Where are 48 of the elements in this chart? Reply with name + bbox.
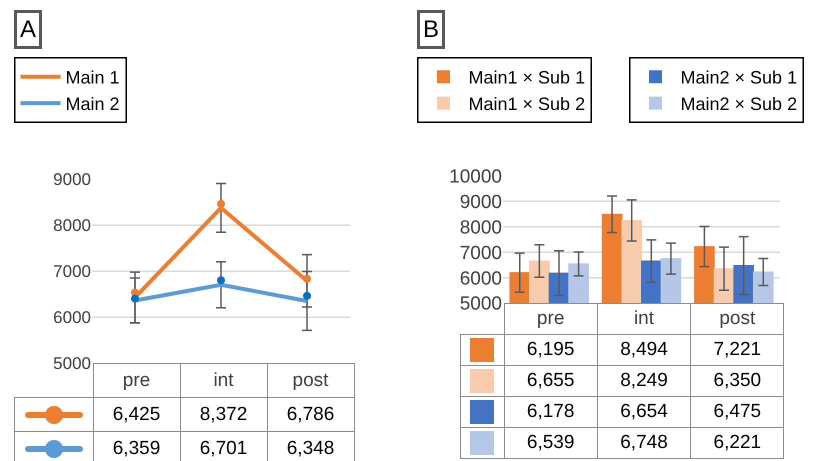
x-tick-label: int xyxy=(597,304,691,334)
data-label: 6,195 xyxy=(504,334,598,366)
text: B xyxy=(423,16,440,43)
data-label: 6,654 xyxy=(597,396,691,428)
data-label: 6,221 xyxy=(690,428,784,458)
data-label: 6,178 xyxy=(504,396,598,428)
y-tick-label: 8000 xyxy=(53,216,91,235)
y-tick-label: 7000 xyxy=(460,242,502,264)
data-label: 8,372 xyxy=(180,398,267,432)
data-label: 6,425 xyxy=(93,398,180,432)
data-label: 8,494 xyxy=(597,334,691,366)
y-tick-label: 6000 xyxy=(53,308,91,327)
x-tick-label: int xyxy=(180,364,267,398)
y-tick-label: 7000 xyxy=(53,262,91,281)
y-tick-label: 6000 xyxy=(460,268,502,290)
data-label: 6,348 xyxy=(267,432,354,461)
legend-label: Main2 × Sub 2 xyxy=(680,94,798,114)
y-tick-label: 9000 xyxy=(460,192,502,214)
point xyxy=(131,294,139,303)
data-label: 6,786 xyxy=(267,398,354,432)
data-label: 6,748 xyxy=(597,428,691,458)
data-label: 6,655 xyxy=(504,366,598,396)
x-tick-label: pre xyxy=(93,364,180,398)
y-tick-label: 5000 xyxy=(460,294,502,315)
y-tick-label: 9000 xyxy=(53,170,91,189)
legend-label: Main1 × Sub 1 xyxy=(468,68,586,88)
y-tick-label: 8000 xyxy=(460,217,502,238)
legend-label: Main1 × Sub 2 xyxy=(468,94,586,114)
x-tick-label: post xyxy=(690,304,784,334)
y-tick-label: 10000 xyxy=(449,166,502,188)
x-tick-label: post xyxy=(267,364,354,398)
data-label: 6,701 xyxy=(180,432,267,461)
y-tick-label: 5000 xyxy=(53,354,91,373)
legend-label: Main 2 xyxy=(66,94,120,114)
legend-label: Main 1 xyxy=(66,68,120,88)
legend-label: Main2 × Sub 1 xyxy=(680,68,798,88)
data-label: 6,359 xyxy=(93,432,180,461)
data-label: 6,539 xyxy=(504,428,598,458)
point xyxy=(303,292,311,300)
point xyxy=(217,200,225,208)
point xyxy=(303,274,311,283)
data-label: 7,221 xyxy=(690,334,784,366)
data-label: 6,475 xyxy=(690,396,784,428)
point xyxy=(217,276,225,284)
text: A xyxy=(20,16,36,43)
data-label: 6,350 xyxy=(690,366,784,396)
data-label: 8,249 xyxy=(597,366,691,396)
x-tick-label: pre xyxy=(504,304,598,334)
